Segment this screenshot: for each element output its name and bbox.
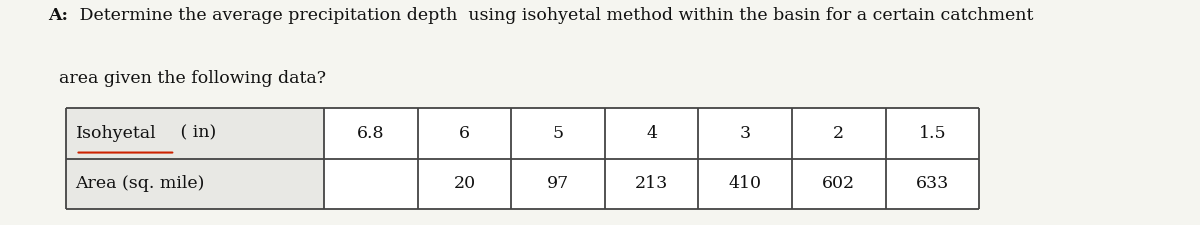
Bar bbox=[418, 159, 511, 209]
Text: area given the following data?: area given the following data? bbox=[48, 70, 326, 87]
Bar bbox=[698, 108, 792, 159]
Text: Determine the average precipitation depth  using isohyetal method within the bas: Determine the average precipitation dept… bbox=[74, 7, 1033, 24]
Bar bbox=[605, 108, 698, 159]
Text: 4: 4 bbox=[646, 125, 658, 142]
Text: A:: A: bbox=[48, 7, 68, 24]
Text: ( in): ( in) bbox=[175, 125, 216, 142]
Text: 5: 5 bbox=[552, 125, 564, 142]
Bar bbox=[792, 159, 886, 209]
Bar bbox=[698, 159, 792, 209]
Bar bbox=[511, 159, 605, 209]
Text: 6.8: 6.8 bbox=[358, 125, 384, 142]
Text: 6: 6 bbox=[458, 125, 470, 142]
Text: 3: 3 bbox=[739, 125, 751, 142]
Text: Isohyetal: Isohyetal bbox=[76, 125, 156, 142]
Text: 20: 20 bbox=[454, 176, 475, 192]
Text: 602: 602 bbox=[822, 176, 856, 192]
Bar bbox=[605, 159, 698, 209]
Bar bbox=[66, 108, 324, 159]
Text: 1.5: 1.5 bbox=[918, 125, 947, 142]
Text: 213: 213 bbox=[635, 176, 668, 192]
Bar bbox=[792, 108, 886, 159]
Bar bbox=[324, 159, 418, 209]
Text: 2: 2 bbox=[833, 125, 845, 142]
Text: 633: 633 bbox=[916, 176, 949, 192]
Text: Area (sq. mile): Area (sq. mile) bbox=[76, 176, 205, 192]
Bar bbox=[886, 159, 979, 209]
Bar bbox=[324, 108, 418, 159]
Bar bbox=[418, 108, 511, 159]
Text: 410: 410 bbox=[728, 176, 762, 192]
Text: 97: 97 bbox=[547, 176, 569, 192]
Bar bbox=[886, 108, 979, 159]
Bar bbox=[511, 108, 605, 159]
Bar bbox=[66, 159, 324, 209]
